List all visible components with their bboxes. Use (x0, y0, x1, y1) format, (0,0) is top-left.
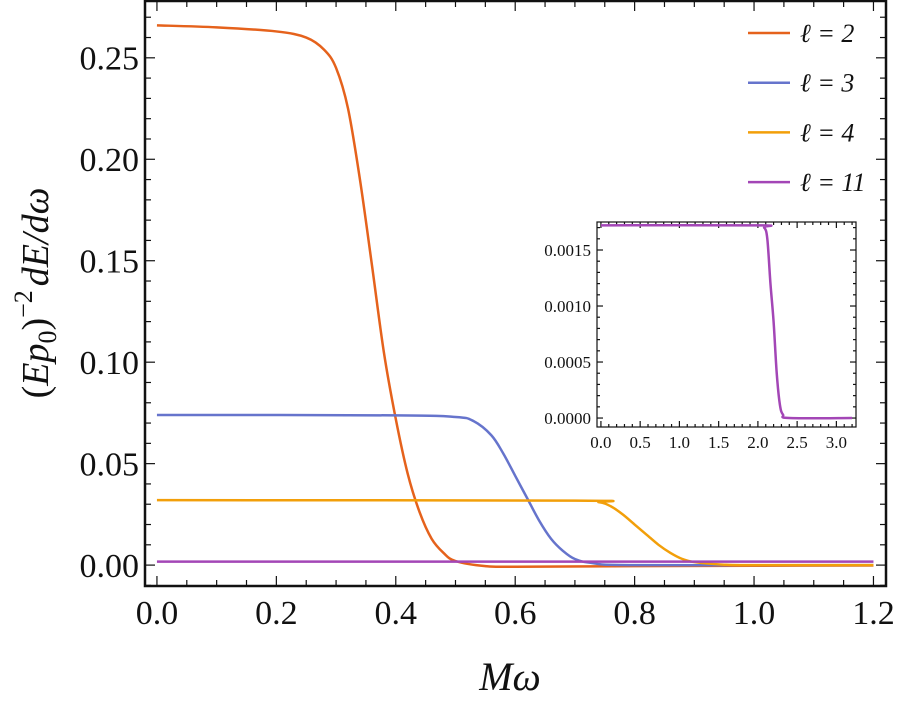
legend-label-0: ℓ = 2 (800, 19, 854, 48)
inset-x-tick-label: 3.0 (826, 433, 847, 452)
inset-plot: 0.0 0.5 1.0 1.5 2.0 2.5 3.0 0.0000 0.0005 0.0010 0… (544, 221, 857, 452)
inset-x-tick-label: 1.5 (708, 433, 729, 452)
legend-label-1: ℓ = 3 (800, 69, 854, 98)
inset-x-tick-label: 1.0 (669, 433, 690, 452)
main-series-line-1 (156, 413, 874, 567)
inset-y-tick-label: 0.0010 (544, 297, 591, 316)
main-y-tick-label: 0.10 (80, 345, 140, 382)
x-axis-title: Mω (478, 654, 541, 699)
main-x-tick-label: 0.6 (494, 595, 537, 632)
inset-y-tick-label: 0.0000 (544, 409, 591, 428)
inset-x-tick-label: 0.5 (630, 433, 651, 452)
legend: ℓ = 2 ℓ = 3 ℓ = 4 ℓ = 11 (748, 19, 865, 197)
main-y-tick-label: 0.00 (80, 548, 140, 585)
main-y-tick-label: 0.20 (80, 142, 140, 179)
inset-frame (596, 221, 857, 428)
main-y-tick-label: 0.05 (80, 447, 140, 484)
inset-y-tick-label: 0.0015 (544, 241, 591, 260)
main-x-tick-label: 0.0 (136, 595, 179, 632)
inset-x-tick-label: 2.5 (787, 433, 808, 452)
main-x-tick-label: 0.8 (613, 595, 656, 632)
y-axis-title: (Ep0)−2dE/dω (9, 188, 62, 399)
main-x-tick-label: 0.4 (375, 595, 418, 632)
inset-x-tick-label: 0.0 (590, 433, 611, 452)
inset-x-tick-label: 2.0 (747, 433, 768, 452)
legend-label-2: ℓ = 4 (800, 118, 854, 147)
inset-y-tick-label: 0.0005 (544, 353, 591, 372)
main-series-line-2 (156, 498, 874, 567)
main-y-tick-label: 0.15 (80, 244, 140, 281)
main-x-tick-label: 0.2 (255, 595, 298, 632)
main-x-tick-label: 1.0 (733, 595, 776, 632)
main-y-tick-label: 0.25 (80, 41, 140, 78)
legend-label-3: ℓ = 11 (800, 168, 865, 197)
main-x-tick-label: 1.2 (852, 595, 895, 632)
main-series-line-0 (156, 24, 874, 569)
inset-series-line-0 (600, 223, 853, 420)
